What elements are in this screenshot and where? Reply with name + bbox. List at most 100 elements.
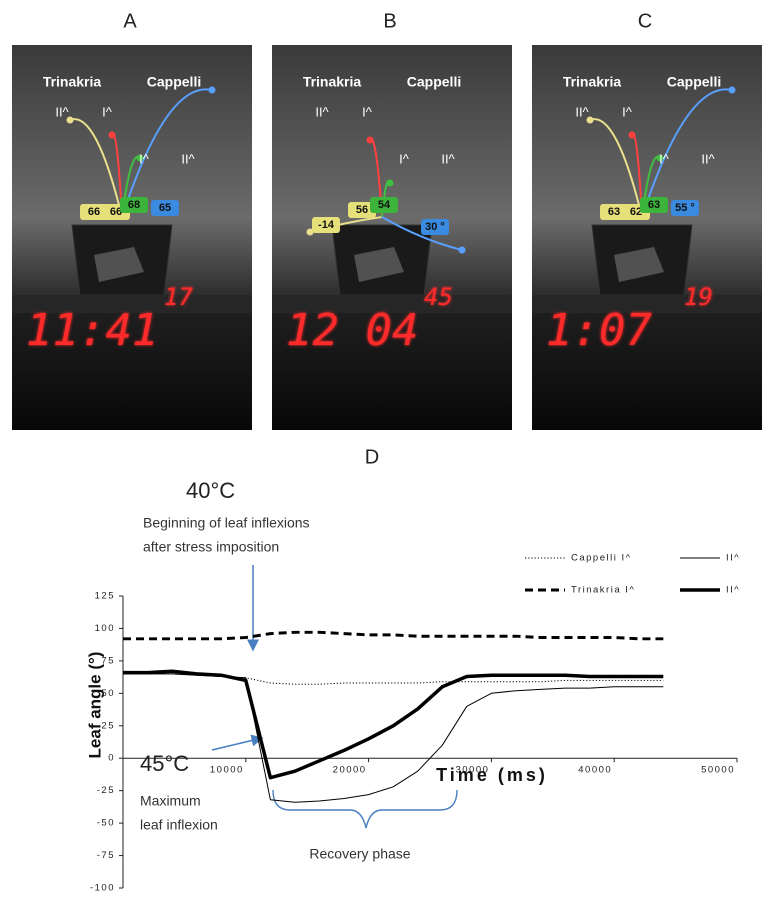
x-axis-label: Time (ms)	[436, 765, 548, 785]
leaf-trace	[121, 88, 213, 218]
leaf-trace	[381, 216, 463, 251]
y-tick-label: 50	[101, 688, 115, 699]
cultivar-label: Cappelli	[147, 74, 201, 90]
chart: D -100 -75 -50 -25 0 25 50 75 100 125 10000 20000 300…	[85, 446, 740, 894]
annotation: 45°C	[140, 751, 189, 776]
pot-label	[94, 247, 144, 282]
x-tick-label: 30000	[455, 765, 489, 776]
shelf	[532, 295, 762, 313]
angle-label: -14	[318, 219, 335, 231]
leaf-label: II^	[441, 151, 455, 166]
cultivar-label: Trinakria	[303, 74, 362, 90]
annotation: after stress imposition	[143, 539, 279, 555]
leaf-trace	[589, 118, 643, 218]
clock-seconds: 19	[684, 283, 713, 311]
annotation: leaf inflexion	[140, 817, 218, 833]
leaf-tip	[306, 228, 314, 236]
pot-label	[354, 247, 404, 282]
leaf-label: II^	[315, 104, 329, 119]
leaf-tip	[366, 136, 374, 144]
clock-time: 12 04	[286, 305, 418, 356]
leaf-label: I^	[659, 151, 670, 166]
cultivar-label: Cappelli	[667, 74, 721, 90]
leaf-tip	[108, 131, 116, 139]
pot-label	[614, 247, 664, 282]
leaf-tip	[458, 246, 466, 254]
leaf-tip	[728, 86, 736, 94]
angle-label: 62	[630, 206, 642, 218]
legend-label: II^	[726, 553, 740, 564]
leaf-tip	[586, 116, 594, 124]
annotation: 40°C	[186, 478, 235, 503]
y-tick-label: 25	[101, 720, 115, 731]
y-tick-label: -100	[90, 883, 115, 894]
angle-label: 66	[88, 206, 100, 218]
angle-box	[120, 197, 148, 213]
leaf-label: II^	[575, 104, 589, 119]
y-tick-label: 0	[108, 753, 115, 764]
angle-box	[600, 204, 628, 220]
angle-label: 63	[608, 206, 620, 218]
panel-label: C	[638, 10, 652, 32]
panel-label: B	[383, 10, 396, 32]
leaf-trace	[69, 118, 123, 218]
leaf-tip	[208, 86, 216, 94]
y-axis-label: Leaf angle (°)	[85, 652, 104, 759]
clock-seconds: 17	[164, 283, 193, 311]
leaf-label: II^	[701, 151, 715, 166]
panel-label: D	[365, 446, 379, 468]
cultivar-label: Trinakria	[43, 74, 102, 90]
clock-time: 11:41	[26, 305, 158, 356]
angle-label: 66	[110, 206, 122, 218]
leaf-tip	[386, 179, 394, 187]
y-tick-label: -25	[97, 785, 115, 796]
leaf-label: II^	[181, 151, 195, 166]
y-tick-label: 75	[101, 655, 115, 666]
leaf-label: I^	[139, 151, 150, 166]
y-tick-label: 125	[95, 591, 115, 602]
y-tick-label: 100	[95, 623, 115, 634]
leaf-label: I^	[362, 104, 373, 119]
leaf-tip	[136, 154, 144, 162]
angle-box	[421, 219, 449, 235]
angle-label: 30 °	[425, 221, 445, 233]
legend-label: Cappelli I^	[571, 553, 632, 564]
clock-time: 1:07	[546, 305, 652, 356]
y-tick-label: -75	[97, 850, 115, 861]
annotation: Beginning of leaf inflexions	[143, 515, 310, 531]
series-line	[123, 673, 664, 803]
angle-label: 54	[378, 199, 391, 211]
angle-label: 65	[159, 202, 171, 214]
leaf-tip	[66, 116, 74, 124]
recovery-brace	[272, 789, 458, 829]
leaf-label: I^	[102, 104, 113, 119]
annotation-arrow	[211, 734, 264, 751]
x-tick-label: 20000	[333, 765, 367, 776]
leaf-label: II^	[55, 104, 69, 119]
legend-label: II^	[726, 585, 740, 596]
clock-seconds: 45	[424, 283, 453, 311]
angle-box	[151, 200, 179, 216]
series-line	[123, 630, 664, 641]
leaf-label: I^	[622, 104, 633, 119]
x-tick-label: 40000	[578, 765, 612, 776]
leaf-trace	[641, 88, 733, 218]
angle-box	[80, 204, 108, 220]
angle-label: 56	[356, 204, 368, 216]
annotation: Recovery phase	[309, 846, 410, 862]
photo-panels: A Trinakria Cappelli II^ I^ I^ II^ 66 66 68 65 11:4…	[12, 10, 762, 430]
legend-label: Trinakria I^	[571, 585, 635, 596]
cultivar-label: Trinakria	[563, 74, 622, 90]
leaf-label: I^	[399, 151, 410, 166]
y-tick-label: -50	[97, 818, 115, 829]
x-tick-label: 50000	[701, 765, 735, 776]
leaf-tip	[656, 154, 664, 162]
shelf	[12, 295, 252, 313]
cultivar-label: Cappelli	[407, 74, 461, 90]
angle-box	[671, 200, 699, 216]
angle-box	[312, 217, 340, 233]
angle-box	[370, 197, 398, 213]
angle-label: 63	[648, 199, 660, 211]
shelf	[272, 295, 512, 313]
